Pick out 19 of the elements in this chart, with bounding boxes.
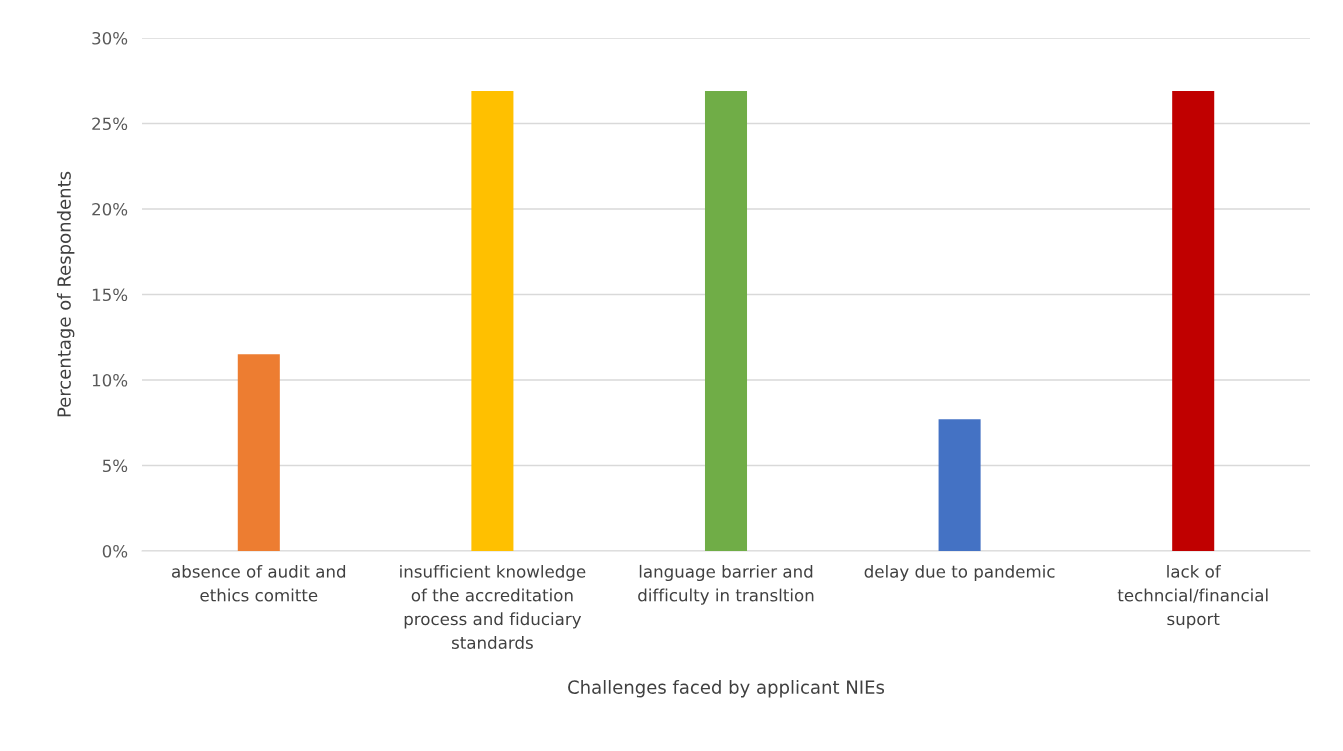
bar [1172, 91, 1215, 551]
x-tick-label: insufficient knowledge of the accreditation process and fiduciary standards [400, 564, 586, 649]
bar [237, 354, 280, 551]
y-tick-label: 20% [92, 202, 128, 216]
y-tick-label: 5% [102, 459, 128, 473]
y-tick-label: 0% [102, 544, 128, 558]
y-tick-label: 15% [92, 288, 128, 302]
x-tick-label: lack of techncial/financial suport [1117, 564, 1268, 629]
x-axis-title: Challenges faced by applicant NIEs [568, 679, 885, 698]
y-axis-title: Percentage of Respondents [56, 171, 75, 417]
x-tick-label: absence of audit and ethics comitte [172, 564, 346, 602]
y-tick-label: 10% [92, 373, 128, 387]
y-tick-label: 30% [92, 31, 128, 45]
bar [471, 91, 514, 551]
x-tick-label: language barrier and difficulty in transltion [638, 564, 814, 605]
bar [938, 419, 981, 551]
y-tick-label: 25% [92, 117, 128, 131]
x-tick-label: delay due to pandemic [864, 564, 1055, 582]
bar [704, 91, 748, 551]
